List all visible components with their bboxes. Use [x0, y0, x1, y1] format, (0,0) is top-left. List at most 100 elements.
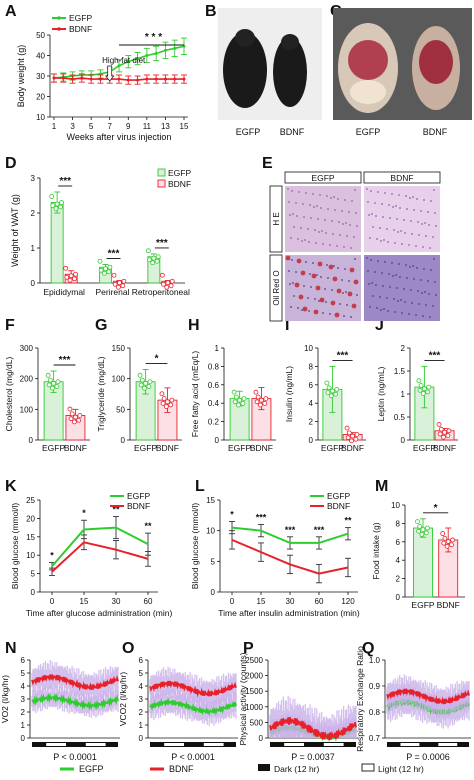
panel-e-cell: [295, 271, 297, 273]
panel-e-cell: [380, 240, 382, 242]
panel-h-point: [263, 396, 269, 402]
panel-e-cell: [382, 216, 384, 218]
panel-i-significance: ***: [337, 350, 349, 361]
panel-e-cell: [329, 313, 331, 315]
panel-l-significance: **: [344, 516, 352, 526]
panel-e-cell: [330, 300, 336, 306]
panel-e-cell: [384, 192, 386, 194]
panel-e-cell: [346, 304, 348, 306]
panel-e-cell: [384, 261, 386, 263]
panel-f-point: [76, 417, 82, 423]
panel-e-cell: [333, 196, 335, 198]
panel-o-time-series-chart: 0 1 2 3 4 5 6 VCO2 (l/kg/hr) P < 0.0001: [118, 656, 238, 762]
panel-e-cell: [421, 223, 423, 225]
panel-h-point: [236, 402, 241, 408]
panel-o-p-value: P < 0.0001: [171, 752, 215, 762]
panel-n-series-line-bdnf: [31, 674, 119, 692]
panel-a-legend-label: BDNF: [69, 24, 92, 34]
panel-m-point: [423, 530, 429, 536]
panel-i-y-label: Insulin (ng/mL): [284, 366, 294, 422]
panel-h-point: [255, 394, 261, 400]
panel-m-point: [444, 543, 450, 549]
panel-n-series-line-egfp: [31, 692, 119, 711]
panel-e-cell: [325, 301, 327, 303]
panel-j-point: [425, 389, 431, 395]
panel-m-y-tick-label: 2: [396, 575, 401, 584]
panel-e-cell: [332, 233, 334, 235]
panel-i-point: [353, 436, 359, 442]
panel-m-point: [415, 519, 420, 524]
panel-b-label-egfp: EGFP: [236, 127, 261, 137]
panel-a-data-point: [163, 77, 167, 81]
panel-e-cell: [366, 257, 368, 259]
panel-b-mouse-egfp-head: [235, 29, 255, 47]
panel-e-cell: [313, 309, 319, 315]
panel-i-point: [346, 430, 352, 436]
panel-f-point: [54, 384, 60, 389]
panel-d-point: [112, 281, 118, 287]
panel-f-point: [47, 377, 53, 383]
panel-a-data-point: [98, 77, 102, 81]
panel-d-y-tick-label: 1: [31, 244, 36, 253]
panel-e-cell: [409, 266, 411, 268]
panel-e-cell: [394, 311, 396, 313]
panel-a-data-point: [136, 57, 140, 61]
panel-i-category-label: BDNF: [341, 443, 364, 453]
panel-letter-Q: Q: [362, 640, 374, 657]
panel-e-cell: [392, 206, 394, 208]
panel-e-cell: [290, 237, 292, 239]
panel-e-cell: [354, 258, 356, 260]
panel-e-cell: [382, 285, 384, 287]
panel-e-cell: [353, 236, 355, 238]
panel-d-point: [102, 270, 107, 276]
panel-a-data-point: [182, 44, 186, 48]
panel-d-significance: ***: [156, 238, 168, 249]
panel-j-category-label: EGFP: [413, 443, 436, 453]
panel-g-point: [159, 391, 165, 397]
panel-e-cell: [314, 229, 316, 231]
panel-f-point: [73, 414, 78, 420]
panel-a-data-point: [173, 77, 177, 81]
panel-h-point: [231, 389, 237, 395]
panel-k-series-line-bdnf: [51, 541, 149, 573]
panel-a-data-point: [61, 76, 65, 80]
panel-g-y-tick-label: 150: [112, 344, 126, 353]
panel-e-cell: [411, 302, 413, 304]
panel-d-point: [73, 271, 78, 277]
panel-m-category-label: EGFP: [411, 600, 434, 610]
panel-e-cell: [430, 200, 432, 202]
panel-d-point: [121, 278, 127, 284]
panel-p-y-tick-label: 1500: [245, 687, 263, 696]
panel-e-cell: [383, 308, 385, 310]
panel-f-y-tick-label: 100: [20, 405, 34, 414]
panel-e-cell: [398, 263, 400, 265]
panel-e-cell: [379, 296, 381, 298]
panel-letter-B: B: [205, 3, 217, 20]
panel-j-point: [416, 378, 422, 384]
panel-e-cell: [395, 205, 397, 207]
panel-e-cell: [424, 222, 426, 224]
panel-e-cell: [388, 204, 390, 206]
panel-h-point: [253, 389, 259, 395]
panel-e-cell: [290, 306, 292, 308]
panel-d-point: [50, 203, 56, 208]
panel-a-data-point: [154, 51, 158, 55]
panel-d-point: [106, 269, 112, 275]
panel-a-x-tick-label: 5: [89, 122, 94, 131]
panel-e-cell: [398, 194, 400, 196]
panel-q-y-tick-label: 0.7: [369, 734, 381, 743]
panel-d-legend-label: EGFP: [168, 168, 191, 178]
panel-e-cell: [332, 276, 338, 282]
panel-i-y-tick-label: 10: [304, 344, 313, 353]
panel-f-point: [46, 382, 52, 388]
panel-n-y-label: VO2 (l/kg/hr): [0, 675, 10, 723]
panel-p-series-line-bdnf: [269, 717, 357, 741]
panel-n-y-tick-label: 5: [21, 669, 26, 678]
panel-e-row-label: H E: [272, 212, 281, 225]
panel-g-significance: *: [155, 353, 159, 364]
panel-letter-F: F: [5, 317, 15, 334]
panel-e-cell: [428, 293, 430, 295]
panel-e-cell: [415, 314, 417, 316]
panel-e-cell: [397, 231, 399, 233]
